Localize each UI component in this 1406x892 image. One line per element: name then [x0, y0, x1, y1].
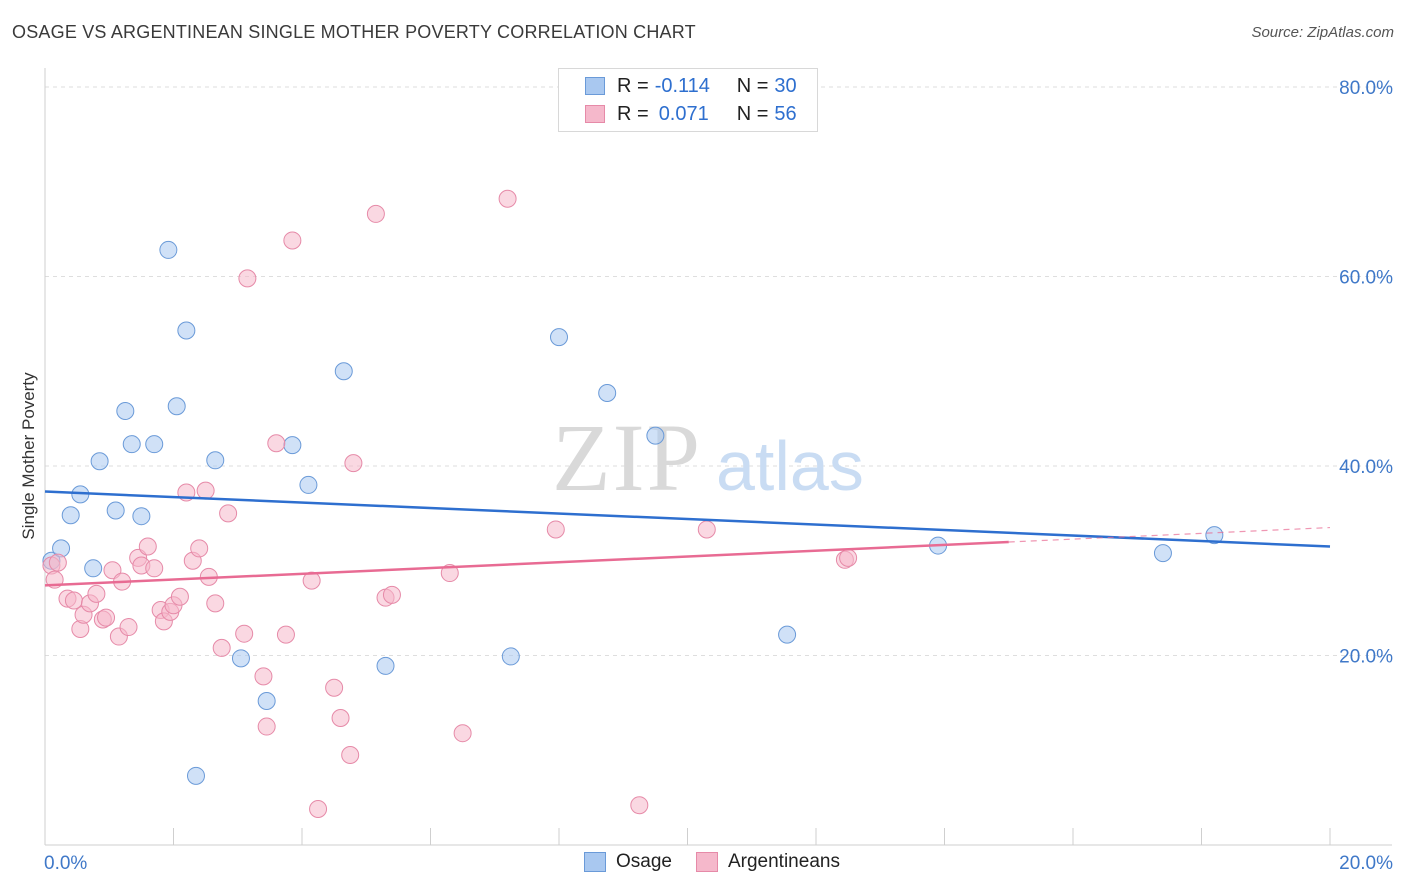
data-point-osage — [257, 691, 276, 710]
data-point-argentineans — [238, 269, 257, 288]
data-point-argentineans — [138, 537, 157, 556]
data-point-osage — [116, 402, 135, 421]
data-point-argentineans — [341, 745, 360, 764]
data-point-osage — [334, 362, 353, 381]
series-swatch-argentineans — [695, 852, 718, 872]
data-point-osage — [132, 507, 151, 526]
legend-swatch-argentineans — [585, 105, 605, 123]
data-point-argentineans — [254, 667, 273, 686]
data-point-argentineans — [331, 709, 350, 728]
data-point-osage — [1153, 544, 1172, 563]
data-point-argentineans — [344, 454, 363, 473]
data-point-argentineans — [190, 539, 209, 558]
data-point-argentineans — [366, 204, 385, 223]
data-point-argentineans — [170, 587, 189, 606]
watermark: ZIP atlas — [552, 404, 864, 511]
data-point-argentineans — [697, 520, 716, 539]
data-point-osage — [299, 475, 318, 494]
data-point-osage — [778, 625, 797, 644]
watermark-atlas: atlas — [716, 427, 864, 505]
data-point-argentineans — [325, 678, 344, 697]
legend-n-value: 56 — [774, 102, 797, 125]
data-point-osage — [122, 435, 141, 454]
data-point-osage — [177, 321, 196, 340]
legend-row-osage: R = -0.114 N = 30 — [585, 73, 797, 99]
data-point-argentineans — [546, 520, 565, 539]
correlation-legend: R = -0.114 N = 30 R = 0.071 N = 56 — [558, 68, 818, 132]
data-point-osage — [376, 656, 395, 675]
data-point-argentineans — [219, 504, 238, 523]
data-point-argentineans — [212, 638, 231, 657]
legend-row-argentineans: R = 0.071 N = 56 — [585, 101, 797, 127]
data-point-osage — [167, 397, 186, 416]
data-point-argentineans — [48, 553, 67, 572]
data-point-osage — [159, 240, 178, 259]
legend-r-label: R = — [617, 74, 649, 97]
data-point-argentineans — [382, 585, 401, 604]
data-point-osage — [283, 436, 302, 455]
y-tick-label: 80.0% — [1339, 78, 1393, 99]
x-tick-label: 0.0% — [44, 853, 87, 874]
legend-n-label: N = — [736, 102, 769, 125]
data-point-osage — [1205, 526, 1224, 545]
data-point-argentineans — [257, 717, 276, 736]
legend-r-value: -0.114 — [654, 74, 710, 97]
data-point-argentineans — [309, 799, 328, 818]
data-point-osage — [206, 451, 225, 470]
data-point-osage — [145, 435, 164, 454]
series-legend-osage[interactable]: Osage — [584, 851, 672, 873]
y-tick-label: 20.0% — [1339, 646, 1393, 667]
series-swatch-osage — [584, 852, 606, 872]
legend-r-value: 0.071 — [658, 102, 709, 125]
legend-n-label: N = — [736, 74, 769, 97]
data-point-osage — [61, 506, 80, 525]
data-point-osage — [106, 501, 125, 520]
data-point-argentineans — [839, 548, 858, 567]
data-point-argentineans — [206, 594, 225, 613]
data-point-argentineans — [64, 591, 83, 610]
data-point-argentineans — [440, 564, 459, 583]
legend-n-value: 30 — [774, 74, 797, 97]
data-point-osage — [90, 452, 109, 471]
data-point-argentineans — [267, 434, 286, 453]
chart-title: OSAGE VS ARGENTINEAN SINGLE MOTHER POVER… — [12, 22, 696, 42]
series-legend-label: Osage — [616, 851, 672, 872]
series-legend-label: Argentineans — [727, 851, 840, 872]
data-point-argentineans — [97, 608, 116, 627]
data-point-argentineans — [145, 559, 164, 578]
data-point-osage — [646, 426, 665, 445]
data-point-argentineans — [453, 724, 472, 743]
data-point-argentineans — [196, 481, 215, 500]
data-point-argentineans — [498, 189, 517, 208]
y-axis-label: Single Mother Poverty — [19, 372, 38, 540]
series-legend: Osage Argentineans — [584, 851, 864, 873]
data-point-osage — [550, 328, 568, 347]
data-point-argentineans — [283, 231, 302, 250]
data-point-osage — [231, 649, 250, 668]
y-tick-label: 60.0% — [1339, 267, 1393, 288]
y-tick-label: 40.0% — [1339, 457, 1393, 478]
data-point-osage — [186, 766, 205, 785]
data-point-osage — [501, 647, 520, 666]
trend-line-osage — [44, 490, 1331, 548]
data-point-argentineans — [87, 584, 106, 603]
legend-swatch-osage — [585, 77, 605, 95]
trend-line-argentineans — [44, 540, 1009, 587]
legend-r-label: R = — [617, 102, 649, 125]
trend-line-extension-argentineans — [1008, 526, 1331, 543]
series-legend-argentineans[interactable]: Argentineans — [695, 851, 840, 873]
watermark-zip: ZIP — [552, 404, 702, 511]
data-point-osage — [598, 384, 617, 403]
data-point-argentineans — [119, 618, 138, 637]
x-tick-label: 20.0% — [1339, 853, 1393, 874]
data-point-argentineans — [235, 624, 254, 643]
data-point-argentineans — [276, 625, 295, 644]
data-point-argentineans — [630, 796, 649, 815]
source-credit: Source: ZipAtlas.com — [1251, 24, 1394, 41]
data-point-osage — [84, 559, 103, 578]
